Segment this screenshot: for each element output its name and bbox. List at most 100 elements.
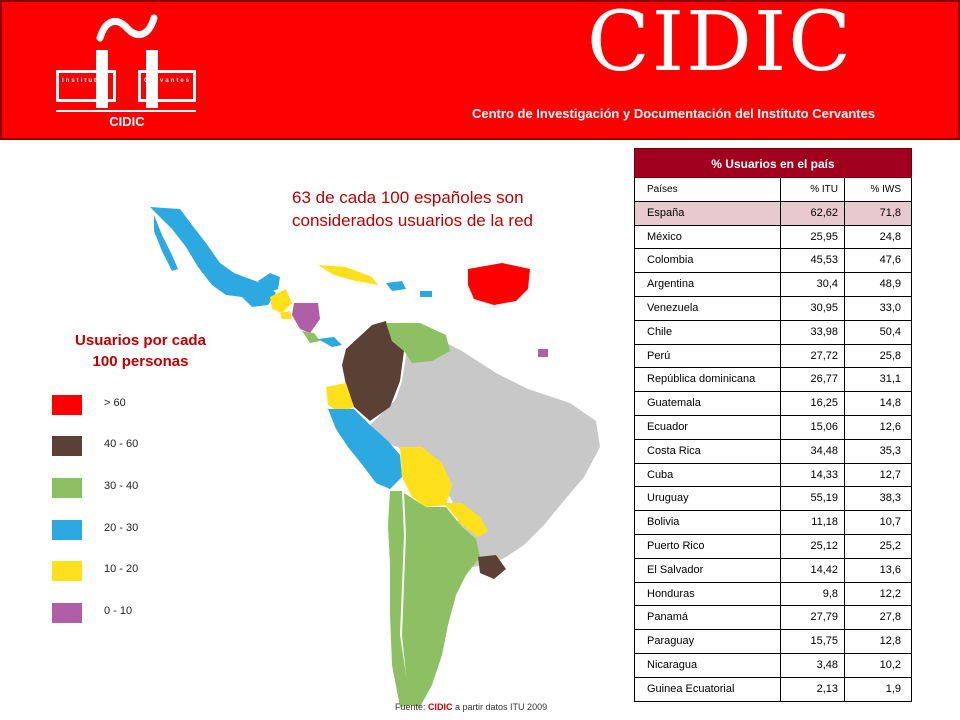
legend-swatch <box>52 395 82 415</box>
map-guatemala <box>270 289 292 313</box>
map-brazil <box>370 341 600 567</box>
itu-cell: 14,42 <box>781 558 845 582</box>
itu-cell: 27,72 <box>781 344 845 368</box>
itu-cell: 30,95 <box>781 296 845 320</box>
map-baja <box>154 215 178 271</box>
iws-cell: 71,8 <box>879 206 901 219</box>
usage-table: % Usuarios en el país Países % ITU % IWS… <box>634 148 912 702</box>
legend-title-line-2: 100 personas <box>92 353 189 370</box>
country-cell: Panamá <box>635 606 781 630</box>
iws-cell: 25,8 <box>879 349 901 362</box>
table-title: % Usuarios en el país <box>634 148 912 178</box>
itu-cell: 45,53 <box>781 249 845 273</box>
country-cell: Chile <box>635 320 781 344</box>
itu-cell: 33,98 <box>781 320 845 344</box>
iws-cell: 12,6 <box>879 420 901 433</box>
iws-cell: 35,3 <box>879 444 901 457</box>
table-row: Colombia 45,53 47,6 <box>634 249 912 274</box>
country-cell: El Salvador <box>635 558 781 582</box>
iws-cell: 14,8 <box>879 397 901 410</box>
country-cell: Argentina <box>635 273 781 296</box>
country-cell: Honduras <box>635 582 781 606</box>
table-row: Bolivia 11,18 10,7 <box>634 511 912 535</box>
table-row: República dominicana 26,77 31,1 <box>634 368 912 393</box>
country-cell: Guatemala <box>635 392 781 415</box>
itu-cell: 15,06 <box>781 415 845 439</box>
map-venezuela <box>386 323 450 363</box>
table-row: Paraguay 15,75 12,8 <box>634 630 912 654</box>
source-brand: CIDIC <box>428 702 453 712</box>
map-cuba <box>318 265 378 285</box>
country-cell: Puerto Rico <box>635 534 781 558</box>
legend-label: 0 - 10 <box>104 605 133 617</box>
itu-cell: 14,33 <box>781 463 845 487</box>
map-el-salvador <box>280 311 292 319</box>
table-row: Perú 27,72 25,8 <box>634 344 912 369</box>
itu-cell: 30,4 <box>781 273 845 296</box>
map-mexico <box>150 207 276 307</box>
country-cell: Perú <box>635 344 781 368</box>
iws-cell: 13,6 <box>879 563 901 576</box>
table-header-row: Países % ITU % IWS <box>634 178 912 202</box>
country-cell: Ecuador <box>635 415 781 439</box>
country-cell: Nicaragua <box>635 653 781 677</box>
itu-cell: 25,95 <box>781 225 845 249</box>
iws-cell: 1,9 <box>885 682 901 695</box>
tilde-icon <box>96 14 158 42</box>
legend-swatch <box>52 603 82 623</box>
iws-cell: 31,1 <box>879 373 901 386</box>
map-honduras-nicaragua <box>292 303 320 333</box>
logo-word-cervantes: Cervantes <box>144 78 192 84</box>
headline: 63 de cada 100 españoles son considerado… <box>292 186 533 232</box>
table-row: Chile 33,98 50,4 <box>634 320 912 345</box>
brand-title: CIDIC <box>587 0 854 90</box>
column-header-country: Países <box>635 178 781 201</box>
legend-label: > 60 <box>104 397 126 409</box>
map-panama <box>318 337 342 347</box>
country-cell: Costa Rica <box>635 439 781 463</box>
map-hispaniola <box>386 281 406 291</box>
country-cell: Bolivia <box>635 511 781 534</box>
table-row: Argentina 30,4 48,9 <box>634 273 912 297</box>
map-chile <box>388 491 412 707</box>
iws-cell: 10,2 <box>879 658 901 671</box>
map-puerto-rico <box>420 291 432 297</box>
legend-label: 10 - 20 <box>104 563 139 575</box>
map-costa-rica <box>302 331 320 343</box>
column-header-itu: % ITU <box>781 178 845 201</box>
itu-cell: 62,62 <box>781 201 845 225</box>
instituto-cervantes-logo: Instituto Cervantes CIDIC <box>52 14 202 132</box>
itu-cell: 11,18 <box>781 511 845 534</box>
iws-cell: 48,9 <box>879 278 901 291</box>
map-equatorial-guinea <box>538 349 548 357</box>
map-colombia <box>342 321 404 421</box>
legend-swatch <box>52 520 82 540</box>
map-yucatan <box>258 273 280 293</box>
map-ecuador <box>326 383 354 413</box>
source-note: Fuente: CIDIC a partir datos ITU 2009 <box>395 702 547 712</box>
itu-cell: 15,75 <box>781 630 845 653</box>
itu-cell: 16,25 <box>781 392 845 415</box>
column-header-iws: % IWS <box>870 184 901 195</box>
table-row: Uruguay 55,19 38,3 <box>634 487 912 512</box>
iws-cell: 50,4 <box>879 325 901 338</box>
header-banner: Instituto Cervantes CIDIC CIDIC Centro d… <box>0 0 960 140</box>
iws-cell: 38,3 <box>879 492 901 505</box>
legend-title-line-1: Usuarios por cada <box>75 332 206 349</box>
itu-cell: 9,8 <box>781 582 845 606</box>
iws-cell: 10,7 <box>879 516 901 529</box>
legend-swatch <box>52 478 82 498</box>
legend-label: 20 - 30 <box>104 522 139 534</box>
table-row: México 25,95 24,8 <box>634 225 912 250</box>
table-row: El Salvador 14,42 13,6 <box>634 558 912 583</box>
legend-title: Usuarios por cada 100 personas <box>48 330 233 372</box>
table-row: Guinea Ecuatorial 2,13 1,9 <box>634 677 912 702</box>
table-row: España 62,62 71,8 <box>634 201 912 226</box>
map-peru <box>328 409 402 489</box>
table-row: Honduras 9,8 12,2 <box>634 582 912 607</box>
itu-cell: 25,12 <box>781 534 845 558</box>
country-cell: Paraguay <box>635 630 781 653</box>
source-prefix: Fuente: <box>395 702 429 712</box>
itu-cell: 34,48 <box>781 439 845 463</box>
table-row: Puerto Rico 25,12 25,2 <box>634 534 912 559</box>
